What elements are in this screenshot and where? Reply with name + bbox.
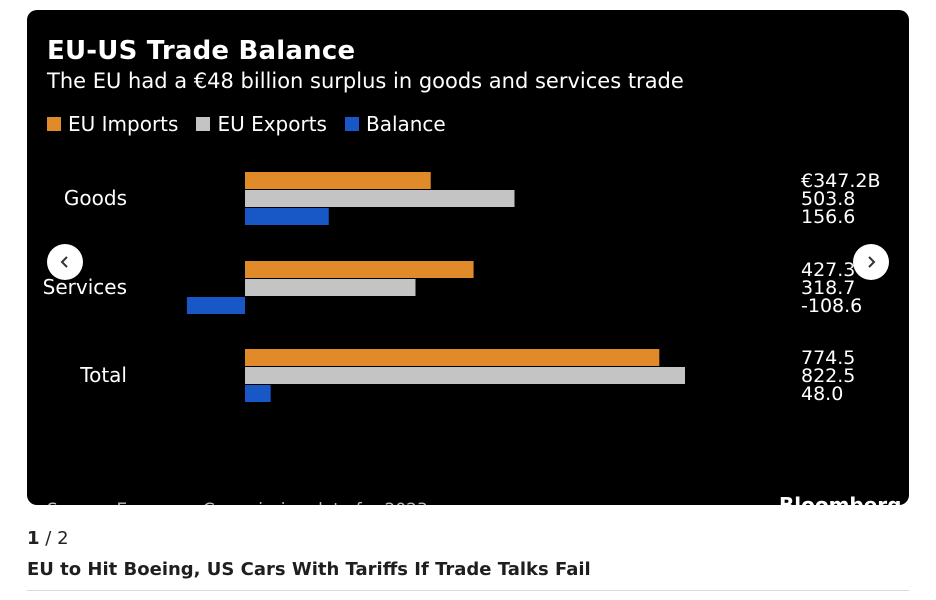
legend-item-imports: EU Imports: [47, 112, 178, 136]
article-headline[interactable]: EU to Hit Boeing, US Cars With Tariffs I…: [27, 559, 591, 580]
legend-item-exports: EU Exports: [196, 112, 327, 136]
bar-goods-eu-imports: [245, 172, 431, 189]
counter-separator: /: [45, 528, 52, 549]
legend-label-imports: EU Imports: [68, 112, 179, 136]
value-label-services-eu-exports: 318.7: [801, 277, 855, 299]
legend-label-balance: Balance: [365, 112, 446, 136]
chart-title: EU-US Trade Balance: [47, 36, 356, 66]
legend-item-balance: Balance: [344, 112, 446, 136]
value-label-total-balance: 48.0: [801, 383, 843, 405]
legend-swatch-exports: [196, 117, 211, 131]
bar-total-eu-exports: [245, 367, 685, 384]
legend-swatch-imports: [47, 117, 61, 131]
value-label-goods-balance: 156.6: [801, 206, 855, 228]
previous-slide-button[interactable]: [47, 244, 83, 280]
chart-subtitle: The EU had a €48 billion surplus in good…: [47, 69, 684, 93]
chart-legend: EU Imports EU Exports Balance: [47, 112, 464, 136]
current-slide: 1: [27, 528, 40, 549]
bar-services-eu-imports: [245, 261, 474, 278]
value-label-total-eu-exports: 822.5: [801, 365, 855, 387]
bar-total-eu-imports: [245, 349, 660, 366]
bar-total-balance: [245, 385, 271, 402]
legend-swatch-balance: [344, 117, 359, 131]
bar-goods-eu-exports: [245, 190, 515, 207]
bar-goods-balance: [245, 208, 329, 225]
value-label-services-eu-imports: 427.3: [801, 259, 855, 281]
value-label-goods-eu-exports: 503.8: [801, 188, 855, 210]
category-label-services: Services: [43, 275, 127, 299]
bloomberg-logo: Bloomberg: [779, 493, 901, 505]
chevron-right-icon: [868, 256, 876, 268]
divider: [27, 590, 909, 591]
value-label-total-eu-imports: 774.5: [801, 347, 855, 369]
value-label-services-balance: -108.6: [801, 295, 862, 317]
total-slides: 2: [57, 528, 69, 549]
legend-label-exports: EU Exports: [217, 112, 327, 136]
category-label-total: Total: [79, 363, 127, 387]
bar-services-balance: [186, 297, 245, 314]
category-label-goods: Goods: [64, 186, 127, 210]
next-slide-button[interactable]: [853, 244, 889, 280]
chart-card: EU-US Trade Balance The EU had a €48 bil…: [27, 10, 909, 505]
bar-services-eu-exports: [245, 279, 416, 296]
chart-source-note: Source: European Commission data for 202…: [47, 500, 428, 505]
chevron-left-icon: [60, 256, 68, 268]
value-label-goods-eu-imports: €347.2B: [801, 170, 881, 192]
slide-counter: 1 / 2: [27, 528, 69, 549]
